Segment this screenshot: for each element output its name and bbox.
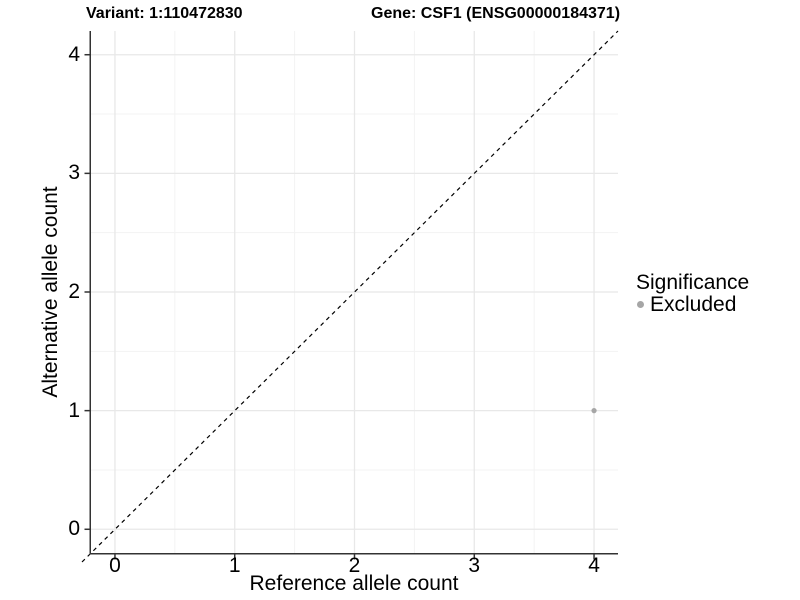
legend-entry-excluded: Excluded [636, 294, 749, 315]
y-axis-title: Alternative allele count [39, 186, 62, 398]
x-tick-label: 2 [348, 554, 361, 577]
gene-title: Gene: CSF1 (ENSG00000184371) [371, 5, 621, 22]
identity-dashed-line [81, 30, 619, 563]
x-axis-title: Reference allele count [249, 572, 459, 595]
y-tick-label: 0 [68, 517, 80, 541]
variant-title: Variant: 1:110472830 [86, 5, 243, 22]
legend-title: Significance [636, 271, 750, 294]
x-tick-label: 0 [109, 554, 121, 577]
legend-point-icon [637, 301, 644, 308]
y-tick-label: 4 [68, 42, 80, 66]
y-tick-label: 2 [68, 280, 80, 303]
data-point [591, 408, 597, 414]
x-tick-label: 1 [228, 554, 241, 577]
legend: Significance Excluded [636, 272, 749, 315]
x-tick-label: 3 [468, 554, 481, 577]
legend-entry-label: Excluded [650, 293, 737, 316]
y-tick-label: 3 [68, 161, 80, 185]
x-tick-label: 4 [588, 554, 600, 577]
y-tick-label: 1 [68, 398, 80, 422]
